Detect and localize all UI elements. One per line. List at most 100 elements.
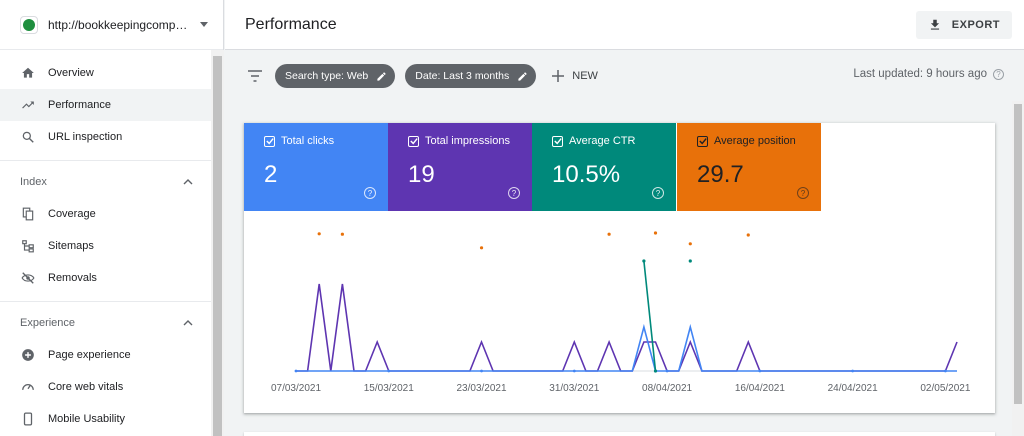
metric-label: Total clicks — [281, 135, 335, 147]
eye-off-icon — [20, 270, 36, 286]
position-point — [607, 232, 611, 236]
sidebar-item-label: Performance — [48, 99, 111, 111]
help-icon[interactable]: ? — [364, 187, 376, 199]
plus-circle-icon — [20, 347, 36, 363]
x-tick-label: 31/03/2021 — [549, 383, 599, 394]
clicks-point — [387, 369, 391, 373]
total-impressions-line — [296, 283, 958, 372]
section-header-experience[interactable]: Experience — [0, 311, 211, 335]
sitemap-icon — [20, 238, 36, 254]
x-tick-label: 23/03/2021 — [457, 383, 507, 394]
chevron-up-icon[interactable] — [183, 318, 193, 328]
position-point — [653, 231, 658, 235]
ctr-point — [653, 369, 658, 373]
section-label: Index — [20, 176, 47, 188]
check-icon[interactable] — [697, 135, 708, 147]
sidebar-item-page-experience[interactable]: Page experience — [0, 339, 211, 371]
chip-label: Search type: Web — [285, 70, 369, 82]
x-tick-label: 08/04/2021 — [642, 383, 692, 394]
section-header-index[interactable]: Index — [0, 170, 211, 194]
filter-bar: Search type: Web Date: Last 3 months NEW… — [225, 51, 1024, 101]
sidebar-item-label: Core web vitals — [48, 381, 124, 393]
export-label: EXPORT — [951, 18, 1000, 31]
divider — [0, 301, 211, 302]
last-updated: Last updated: 9 hours ago ? — [853, 68, 1004, 80]
x-tick-label: 07/03/2021 — [271, 383, 321, 394]
sidebar-item-url-inspection[interactable]: URL inspection — [0, 121, 211, 153]
ctr-point — [642, 259, 646, 263]
sidebar-scrollbar-thumb[interactable] — [213, 56, 222, 436]
sidebar-item-label: URL inspection — [48, 131, 123, 143]
page-header: Performance EXPORT — [225, 0, 1024, 50]
position-point — [688, 242, 692, 246]
sidebar-item-coverage[interactable]: Coverage — [0, 198, 211, 230]
filter-icon[interactable] — [247, 69, 263, 83]
clicks-point — [572, 369, 576, 373]
clicks-point — [665, 369, 669, 373]
total-clicks-line — [296, 323, 957, 372]
export-button[interactable]: EXPORT — [915, 10, 1012, 39]
property-selector[interactable]: http://bookkeepingcompanyr... — [0, 0, 223, 50]
caret-down-icon[interactable] — [200, 22, 208, 27]
metric-average-ctr[interactable]: Average CTR 10.5% ? — [532, 123, 676, 211]
metric-total-clicks[interactable]: Total clicks 2 ? — [244, 123, 388, 211]
help-icon[interactable]: ? — [508, 187, 520, 199]
sidebar-item-label: Removals — [48, 272, 97, 284]
sidebar-item-label: Page experience — [48, 349, 131, 361]
metric-value: 29.7 — [697, 161, 744, 188]
metric-value: 10.5% — [552, 161, 621, 188]
clicks-point — [480, 369, 483, 373]
speedometer-icon — [20, 379, 36, 395]
date-chip[interactable]: Date: Last 3 months — [405, 64, 537, 88]
help-icon[interactable]: ? — [993, 68, 1004, 80]
secondary-card — [244, 432, 995, 436]
x-tick-label: 15/03/2021 — [364, 383, 414, 394]
metric-label: Average CTR — [569, 135, 636, 147]
plus-icon — [552, 70, 565, 82]
performance-card: Total clicks 2 ? Total impressions 19 ? … — [244, 123, 995, 413]
metric-average-position[interactable]: Average position 29.7 ? — [677, 123, 821, 211]
sidebar: http://bookkeepingcompanyr... Overview P… — [0, 0, 224, 436]
home-icon — [20, 65, 36, 81]
x-tick-label: 16/04/2021 — [735, 383, 785, 394]
clicks-point — [758, 369, 762, 373]
sidebar-item-mobile-usability[interactable]: Mobile Usability — [0, 403, 211, 435]
ctr-point — [688, 259, 692, 263]
sidebar-item-core-web-vitals[interactable]: Core web vitals — [0, 371, 211, 403]
metric-label: Total impressions — [425, 135, 510, 147]
search-type-chip[interactable]: Search type: Web — [275, 64, 396, 88]
divider — [0, 160, 211, 161]
sidebar-item-label: Overview — [48, 67, 94, 79]
check-icon[interactable] — [552, 135, 563, 147]
x-tick-label: 02/05/2021 — [920, 383, 970, 394]
sidebar-item-removals[interactable]: Removals — [0, 262, 211, 294]
pencil-icon[interactable] — [517, 71, 528, 82]
sidebar-item-sitemaps[interactable]: Sitemaps — [0, 230, 211, 262]
check-icon[interactable] — [408, 135, 419, 147]
new-filter-button[interactable]: NEW — [552, 70, 598, 82]
main-scrollbar-thumb[interactable] — [1014, 104, 1022, 404]
metric-value: 2 — [264, 161, 278, 188]
property-favicon — [20, 15, 38, 34]
help-icon[interactable]: ? — [652, 187, 664, 199]
sidebar-item-label: Mobile Usability — [48, 413, 126, 425]
download-icon — [930, 19, 939, 30]
file-copy-icon — [20, 206, 36, 222]
position-point — [340, 232, 344, 236]
sidebar-item-overview[interactable]: Overview — [0, 57, 211, 89]
metric-total-impressions[interactable]: Total impressions 19 ? — [388, 123, 532, 211]
help-icon[interactable]: ? — [797, 187, 809, 199]
last-updated-text: Last updated: 9 hours ago — [853, 68, 987, 80]
pencil-icon[interactable] — [376, 71, 387, 82]
sidebar-item-performance[interactable]: Performance — [0, 89, 211, 121]
trending-up-icon — [20, 97, 36, 113]
property-url: http://bookkeepingcompanyr... — [48, 17, 188, 32]
page-title: Performance — [245, 15, 337, 33]
sidebar-item-label: Sitemaps — [48, 240, 94, 252]
position-point — [746, 233, 750, 237]
performance-chart[interactable]: 07/03/2021 15/03/2021 23/03/2021 31/03/2021… — [244, 211, 995, 411]
chevron-up-icon[interactable] — [183, 177, 193, 187]
sidebar-item-label: Coverage — [48, 208, 96, 220]
new-label: NEW — [572, 70, 598, 82]
check-icon[interactable] — [264, 135, 275, 147]
